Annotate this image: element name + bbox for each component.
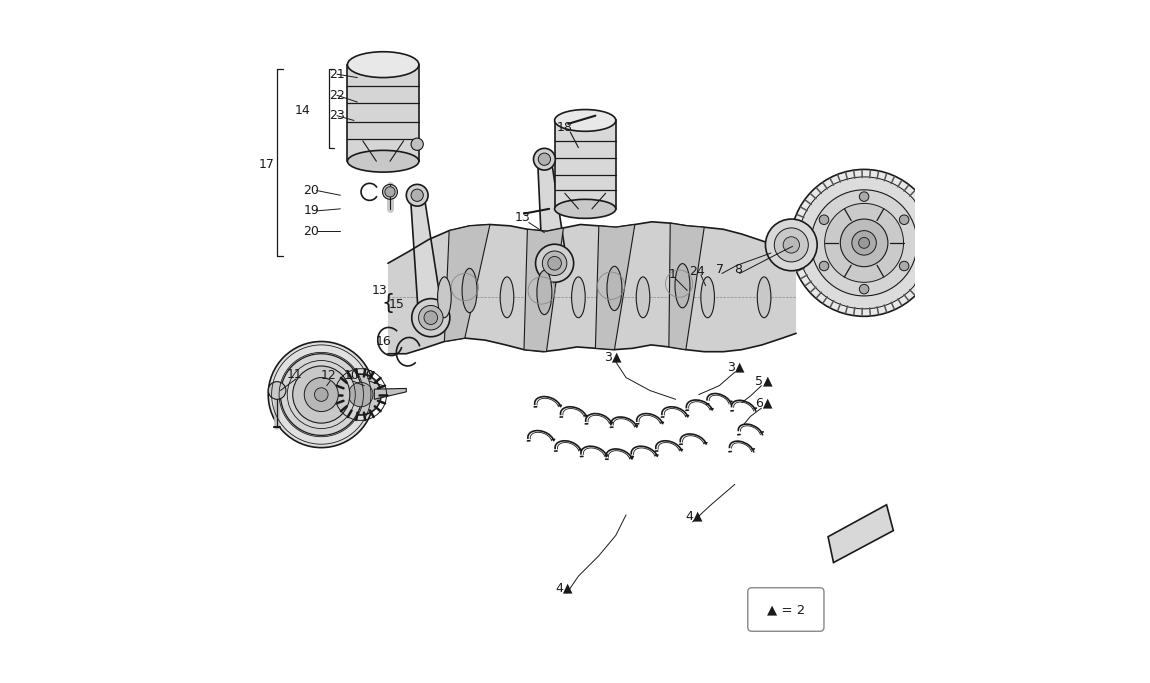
- Ellipse shape: [572, 277, 585, 318]
- Ellipse shape: [383, 184, 398, 199]
- Text: 18: 18: [557, 121, 573, 134]
- Polygon shape: [828, 505, 894, 563]
- Circle shape: [766, 219, 818, 270]
- Circle shape: [859, 238, 869, 249]
- Text: 21: 21: [329, 68, 345, 81]
- Circle shape: [424, 311, 438, 324]
- Text: 11: 11: [286, 367, 302, 380]
- Text: 15: 15: [389, 298, 405, 311]
- Ellipse shape: [385, 186, 396, 197]
- Circle shape: [411, 189, 423, 201]
- Text: 19: 19: [304, 204, 319, 217]
- Ellipse shape: [636, 277, 650, 318]
- Text: 3▲: 3▲: [605, 350, 622, 363]
- Ellipse shape: [607, 266, 622, 311]
- Ellipse shape: [438, 277, 451, 318]
- Circle shape: [547, 257, 561, 270]
- Ellipse shape: [554, 109, 615, 131]
- Polygon shape: [347, 65, 419, 161]
- Ellipse shape: [554, 199, 615, 219]
- Text: 20: 20: [304, 225, 319, 238]
- Text: 13: 13: [515, 210, 530, 223]
- Circle shape: [268, 342, 375, 447]
- Text: 17: 17: [259, 158, 275, 171]
- Text: 13: 13: [371, 284, 386, 297]
- Circle shape: [825, 204, 904, 282]
- Text: {: {: [382, 293, 394, 313]
- Circle shape: [314, 388, 328, 402]
- Text: 23: 23: [329, 109, 345, 122]
- Polygon shape: [669, 223, 704, 350]
- Circle shape: [859, 284, 869, 294]
- Circle shape: [543, 251, 567, 275]
- Polygon shape: [388, 222, 796, 354]
- Text: 10: 10: [343, 369, 359, 382]
- Polygon shape: [596, 225, 635, 350]
- Circle shape: [899, 215, 909, 225]
- Polygon shape: [411, 195, 443, 319]
- Circle shape: [791, 169, 937, 316]
- Circle shape: [859, 192, 869, 201]
- Circle shape: [419, 305, 443, 330]
- Text: 24: 24: [690, 265, 705, 278]
- Text: 8: 8: [734, 263, 742, 276]
- Circle shape: [783, 237, 799, 253]
- Text: 3▲: 3▲: [728, 360, 745, 373]
- Ellipse shape: [758, 277, 770, 318]
- Circle shape: [340, 374, 381, 415]
- Text: 4▲: 4▲: [555, 581, 573, 594]
- Circle shape: [305, 378, 338, 412]
- Ellipse shape: [675, 264, 690, 308]
- Circle shape: [774, 228, 808, 262]
- Text: 12: 12: [321, 369, 337, 382]
- Circle shape: [798, 177, 930, 309]
- Circle shape: [534, 148, 555, 170]
- Polygon shape: [524, 228, 564, 352]
- Circle shape: [293, 366, 350, 423]
- Circle shape: [406, 184, 428, 206]
- Ellipse shape: [537, 270, 552, 315]
- Text: 6▲: 6▲: [754, 396, 772, 409]
- Circle shape: [412, 298, 450, 337]
- Circle shape: [819, 261, 829, 270]
- Circle shape: [899, 261, 909, 270]
- Circle shape: [536, 245, 574, 282]
- Circle shape: [348, 382, 373, 407]
- Text: 1: 1: [668, 268, 676, 281]
- Text: 5▲: 5▲: [754, 374, 773, 387]
- Ellipse shape: [347, 52, 419, 78]
- Text: ▲ = 2: ▲ = 2: [767, 603, 805, 616]
- Ellipse shape: [347, 150, 419, 172]
- Circle shape: [538, 153, 551, 165]
- Ellipse shape: [700, 277, 714, 318]
- Text: 14: 14: [296, 104, 310, 117]
- FancyBboxPatch shape: [748, 588, 823, 631]
- Polygon shape: [537, 158, 567, 264]
- Ellipse shape: [500, 277, 514, 318]
- Circle shape: [811, 190, 918, 296]
- Circle shape: [268, 382, 286, 400]
- Text: 20: 20: [304, 184, 319, 197]
- Circle shape: [852, 231, 876, 255]
- Text: 9: 9: [365, 369, 373, 382]
- Circle shape: [841, 219, 888, 266]
- Text: 22: 22: [329, 89, 345, 102]
- Circle shape: [819, 215, 829, 225]
- Text: 4▲: 4▲: [685, 510, 703, 522]
- Ellipse shape: [462, 268, 477, 313]
- Text: 16: 16: [375, 335, 391, 348]
- Circle shape: [281, 354, 362, 435]
- Polygon shape: [444, 225, 490, 342]
- Polygon shape: [554, 120, 615, 209]
- Text: 7: 7: [716, 263, 723, 276]
- Polygon shape: [375, 389, 406, 400]
- Circle shape: [411, 138, 423, 150]
